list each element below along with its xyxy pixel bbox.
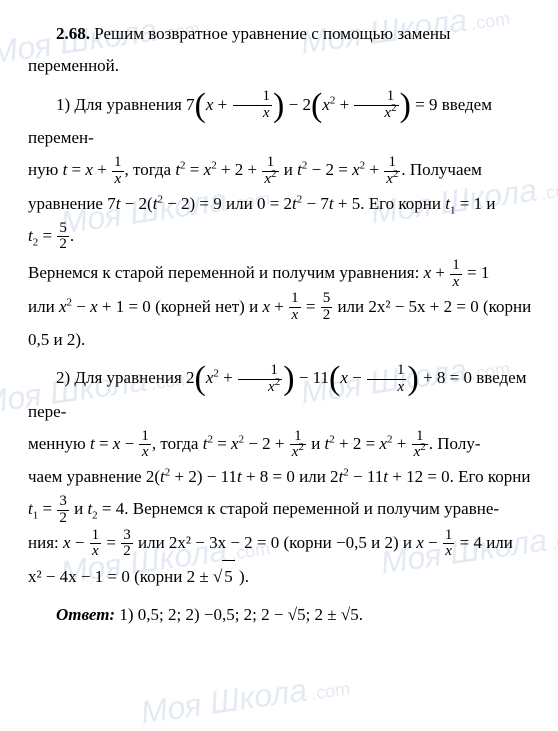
math: t2 + 2 = x2 + 1x2: [325, 434, 429, 453]
text: . Полу-: [429, 434, 481, 453]
coef: 2: [186, 368, 195, 387]
text: x² − 4x − 1 = 0 (корни 2 ±: [28, 567, 213, 586]
answer-label: Ответ:: [56, 605, 115, 624]
den: 2: [57, 511, 69, 527]
coef: 2: [302, 95, 311, 114]
math: t1 = 1: [445, 194, 482, 213]
text: или 2x² − 3x − 2 = 0 (корни −0,5 и 2) и: [138, 533, 416, 552]
math: t2 − 2 = x2 + 1x2: [297, 160, 401, 179]
text: или: [486, 533, 513, 552]
text: + 8 = 0 или 2: [242, 467, 339, 486]
p2-label: 2) Для уравнения: [56, 368, 186, 387]
math: t = x − 1x: [90, 434, 152, 453]
p1-line1: 1) Для уравнения 7(x + 1x) − 2(x2 + 1x2)…: [28, 89, 534, 155]
val: 4: [116, 499, 125, 518]
num: 5: [57, 221, 69, 238]
text: + 5. Его корни: [334, 194, 446, 213]
p2-eq: 2(x2 + 1x2) − 11(x − 1x) + 8 = 0: [186, 368, 476, 387]
math: t1 = 32: [28, 499, 70, 518]
text: − 2(: [120, 194, 152, 213]
p2-line4: t1 = 32 и t2 = 4. Вернемся к старой пере…: [28, 493, 534, 526]
math: t = x + 1x: [63, 160, 125, 179]
val: 1: [474, 194, 483, 213]
const: 8: [437, 368, 446, 387]
text: − 7: [302, 194, 329, 213]
intro-line: 2.68. Решим возвратное уравнение с помощ…: [28, 18, 534, 83]
p1-eq: 7(x + 1x) − 2(x2 + 1x2) = 9: [186, 95, 442, 114]
text: − 11: [349, 467, 383, 486]
p1-label: 1) Для уравнения: [56, 95, 186, 114]
math: t2 = x2 + 2 + 1x2: [175, 160, 279, 179]
text: ния:: [28, 533, 63, 552]
text: и: [74, 499, 87, 518]
p1-line2: ную t = x + 1x, тогда t2 = x2 + 2 + 1x2 …: [28, 154, 534, 187]
p2-line1: 2) Для уравнения 2(x2 + 1x2) − 11(x − 1x…: [28, 362, 534, 428]
document-body: 2.68. Решим возвратное уравнение с помощ…: [0, 0, 558, 650]
text: , тогда: [125, 160, 176, 179]
text: 0,5 и 2).: [28, 330, 85, 349]
coef: 7: [186, 95, 195, 114]
text: (корней нет): [155, 297, 245, 316]
text: менную: [28, 434, 90, 453]
den: 2: [57, 237, 69, 253]
text: − 2) = 9 или 0 = 2: [163, 194, 292, 213]
p2-line2: менную t = x − 1x, тогда t2 = x2 − 2 + 1…: [28, 428, 534, 461]
text: ную: [28, 160, 63, 179]
text: . Получаем: [401, 160, 481, 179]
math: x + 1x = 52: [262, 297, 333, 316]
text: + 12 = 0. Его корни: [388, 467, 530, 486]
math: x2 − x + 1 = 0: [59, 297, 155, 316]
math: t2 = x2 − 2 + 1x2: [203, 434, 307, 453]
text: чаем уравнение 2(: [28, 467, 160, 486]
math: t2 = 52: [28, 226, 70, 245]
text: . Вернемся к старой переменной и получим…: [124, 499, 499, 518]
p2-line3: чаем уравнение 2(t2 + 2) − 11t + 8 = 0 и…: [28, 461, 534, 493]
coef: 11: [313, 368, 329, 387]
p1-line6: 0,5 и 2).: [28, 324, 534, 356]
text: уравнение 7: [28, 194, 116, 213]
math: x − 1x = 32: [63, 533, 134, 552]
text: + 2) − 11: [170, 467, 237, 486]
text: или: [28, 297, 59, 316]
text: ).: [235, 567, 249, 586]
problem-number: 2.68.: [56, 24, 90, 43]
p2-line5: ния: x − 1x = 32 или 2x² − 3x − 2 = 0 (к…: [28, 527, 534, 560]
rhs: 9: [429, 95, 438, 114]
intro-text: Решим возвратное уравнение с помощью зам…: [28, 24, 450, 75]
sqrt-icon: 5: [213, 560, 235, 593]
math: x − 1x = 4: [416, 533, 482, 552]
text: и: [249, 297, 262, 316]
answer-text: 1) 0,5; 2; 2) −0,5; 2; 2 − √5; 2 ± √5.: [115, 605, 363, 624]
text: или 2x² − 5x + 2 = 0 (корни: [337, 297, 531, 316]
p2-line6: x² − 4x − 1 = 0 (корни 2 ± 5 ).: [28, 560, 534, 593]
num: 3: [57, 494, 69, 511]
text: и: [280, 160, 298, 179]
text: и: [307, 434, 325, 453]
p1-line5: или x2 − x + 1 = 0 (корней нет) и x + 1x…: [28, 291, 534, 324]
math: t2 = 4: [87, 499, 124, 518]
math: x + 1x = 1: [424, 263, 490, 282]
p1-line4: Вернемся к старой переменной и получим у…: [28, 257, 534, 290]
answer-line: Ответ: 1) 0,5; 2; 2) −0,5; 2; 2 − √5; 2 …: [28, 599, 534, 631]
text: , тогда: [152, 434, 203, 453]
watermark: Моя Школа.com: [138, 666, 351, 731]
p1-line3: уравнение 7t − 2(t2 − 2) = 9 или 0 = 2t2…: [28, 188, 534, 254]
text: Вернемся к старой переменной и получим у…: [28, 263, 424, 282]
